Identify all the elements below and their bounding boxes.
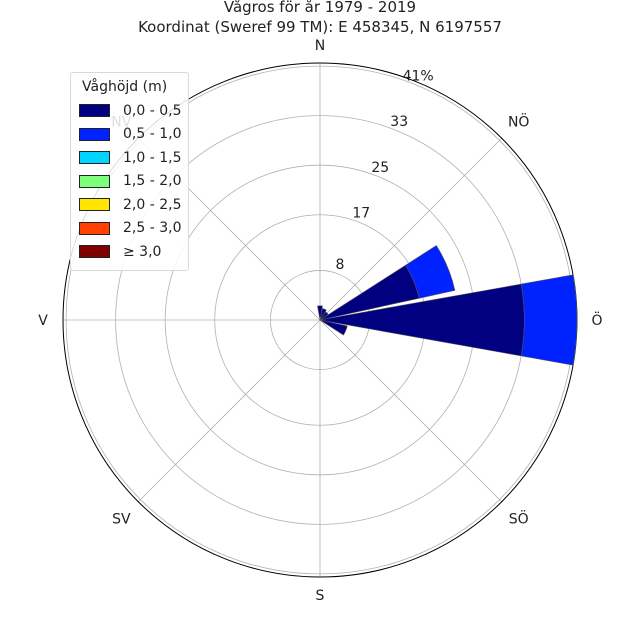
radial-tick-label: 33 <box>390 114 408 130</box>
legend-swatch <box>79 198 110 212</box>
legend-swatch <box>79 174 110 188</box>
direction-label-NÖ: NÖ <box>508 112 530 130</box>
legend-label: 2,5 - 3,0 <box>123 220 182 237</box>
bar-ÖSÖ-series-0 <box>319 319 348 336</box>
legend-item: 0,0 - 0,5 <box>79 99 182 123</box>
legend-item: 2,0 - 2,5 <box>79 193 182 217</box>
bar-N-series-0 <box>317 305 323 321</box>
grid-spoke <box>319 319 503 503</box>
legend-swatch <box>79 151 110 165</box>
legend-swatch <box>79 127 110 141</box>
direction-label-SV: SV <box>112 512 131 528</box>
bar-Ö-series-1 <box>520 274 578 366</box>
bar-NNÖ-series-0 <box>319 308 327 321</box>
direction-label-SÖ: SÖ <box>509 510 529 528</box>
legend-item: 1,5 - 2,0 <box>79 170 182 194</box>
direction-label-S: S <box>316 588 325 604</box>
legend-swatch <box>79 245 110 259</box>
radial-tick-label: 41% <box>403 68 434 84</box>
radial-tick-label: 25 <box>371 160 389 176</box>
legend: Våghöjd (m) 0,0 - 0,5 0,5 - 1,0 1,0 - 1,5 1… <box>70 72 189 271</box>
direction-label-V: V <box>38 313 48 329</box>
legend-swatch <box>79 221 110 235</box>
legend-item: 0,5 - 1,0 <box>79 123 182 147</box>
legend-label: 1,5 - 2,0 <box>123 173 182 190</box>
legend-label: 1,0 - 1,5 <box>123 149 182 166</box>
legend-swatch <box>79 104 110 118</box>
radial-tick-label: 8 <box>335 257 344 273</box>
direction-label-Ö: Ö <box>591 311 602 329</box>
grid-spoke <box>137 319 321 503</box>
grid-spoke <box>319 137 503 321</box>
legend-item: 2,5 - 3,0 <box>79 217 182 241</box>
direction-label-N: N <box>315 38 325 54</box>
chart-title: Vågros för år 1979 - 2019 <box>223 0 417 16</box>
legend-label: ≥ 3,0 <box>123 243 162 260</box>
radial-tick-label: 17 <box>352 206 370 222</box>
legend-label: 2,0 - 2,5 <box>123 196 182 213</box>
legend-title: Våghöjd (m) <box>82 79 168 95</box>
bar-NÖ-series-0 <box>319 311 329 321</box>
chart-subtitle: Koordinat (Sweref 99 TM): E 458345, N 61… <box>138 18 502 36</box>
legend-label: 0,5 - 1,0 <box>123 126 182 143</box>
legend-label: 0,0 - 0,5 <box>123 102 182 119</box>
bar-ÖNÖ-series-1 <box>405 245 456 299</box>
legend-item: 1,0 - 1,5 <box>79 146 182 170</box>
legend-item: ≥ 3,0 <box>79 240 180 264</box>
